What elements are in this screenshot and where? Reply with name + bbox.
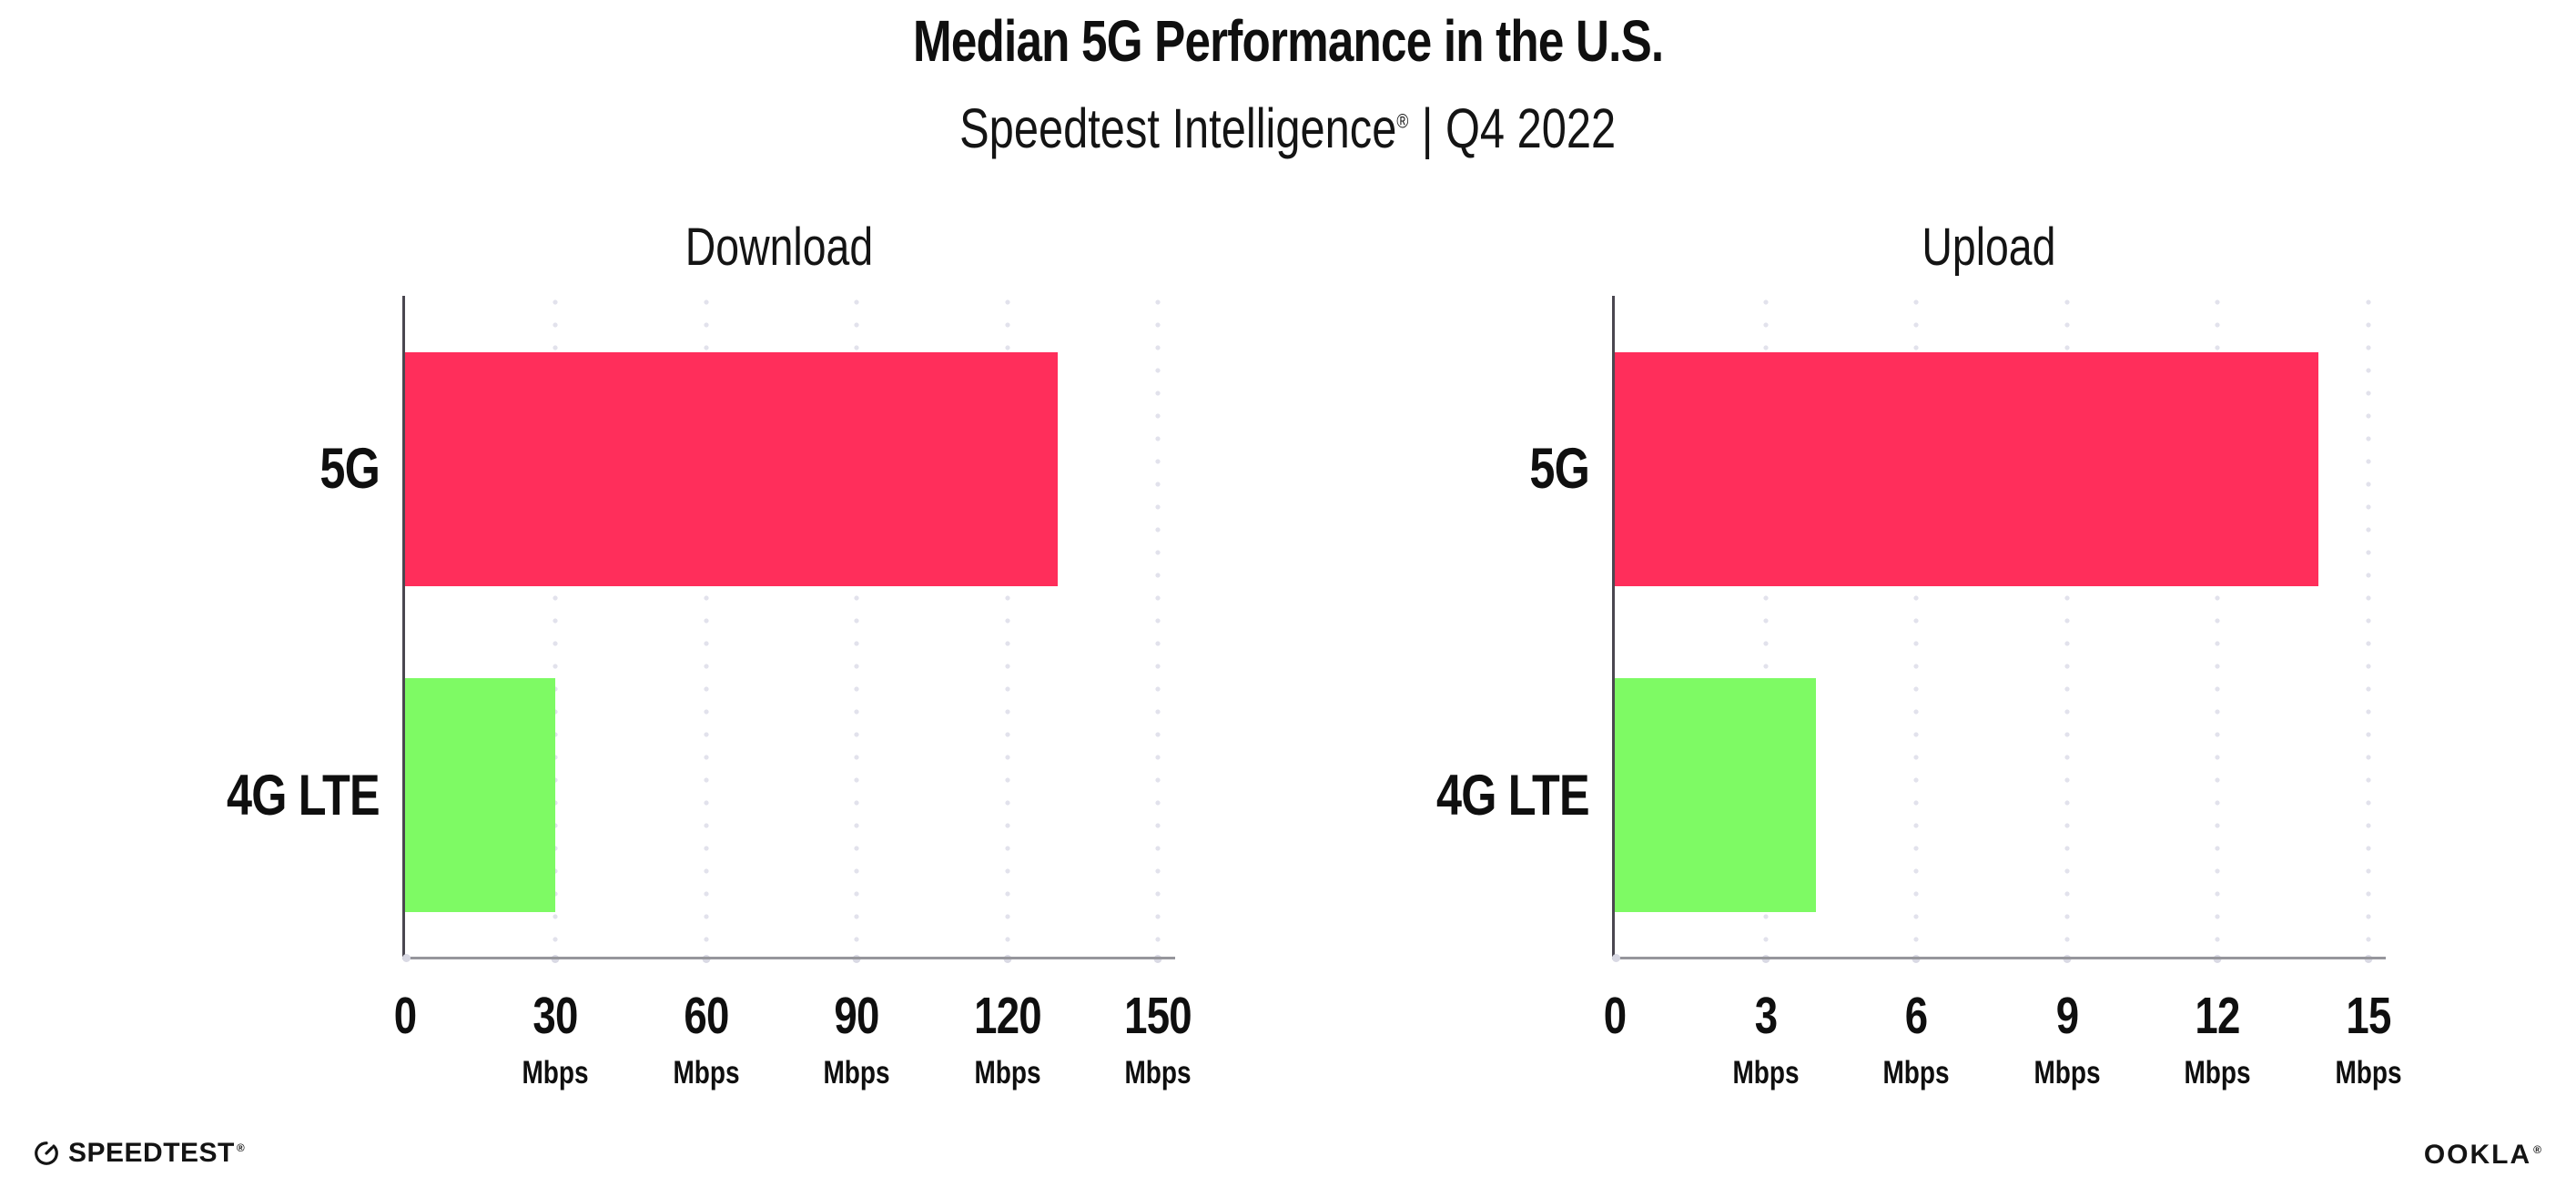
x-tick-label: 12 Mbps <box>2184 987 2251 1090</box>
gridline <box>2366 299 2371 958</box>
category-label-text: 4G LTE <box>1436 764 1590 827</box>
x-tick-unit: Mbps <box>823 1055 890 1090</box>
x-tick-unit: Mbps <box>673 1055 740 1090</box>
category-label-text: 5G <box>319 437 380 501</box>
gridline <box>553 299 559 958</box>
category-label-5g: 5G <box>91 429 380 509</box>
x-tick-label: 60 Mbps <box>673 987 740 1090</box>
ookla-wordmark: OOKLA <box>2423 1140 2532 1170</box>
x-tick-unit: Mbps <box>2033 1055 2101 1090</box>
ookla-registered-mark: ® <box>2533 1143 2543 1156</box>
category-label-text: 5G <box>1529 437 1589 501</box>
x-tick-value: 6 <box>1904 987 1928 1045</box>
x-tick-unit: Mbps <box>2335 1055 2402 1090</box>
x-tick-label: 3 Mbps <box>1732 987 1800 1090</box>
x-tick-unit: Mbps <box>522 1055 589 1090</box>
x-tick-unit: Mbps <box>1732 1055 1800 1090</box>
category-label-text: 4G LTE <box>227 764 380 827</box>
bar-4g-lte <box>405 678 556 912</box>
x-tick-value: 120 <box>973 987 1041 1045</box>
bar-5g <box>405 352 1058 586</box>
gridline <box>854 299 860 958</box>
category-label-4g-lte: 4G LTE <box>91 756 380 836</box>
category-label-5g: 5G <box>1301 429 1589 509</box>
x-tick-label: 6 Mbps <box>1882 987 1950 1090</box>
speedtest-registered-mark: ® <box>236 1141 246 1154</box>
x-tick-unit: Mbps <box>1124 1055 1192 1090</box>
upload-plot-area: 0 3 Mbps 6 Mbps 9 Mbps 12 Mbps 15 Mbps <box>1604 296 2402 1089</box>
x-tick-label: 15 Mbps <box>2335 987 2402 1090</box>
x-tick-label: 90 Mbps <box>823 987 890 1090</box>
page-title-text: Median 5G Performance in the U.S. <box>912 8 1664 74</box>
upload-category-labels: 5G 4G LTE <box>1301 296 1590 958</box>
download-category-labels: 5G 4G LTE <box>91 296 380 958</box>
x-tick-label: 9 Mbps <box>2033 987 2101 1090</box>
bar-4g-lte <box>1615 678 1816 912</box>
x-tick-value: 90 <box>834 987 880 1045</box>
gridline <box>2215 299 2221 958</box>
gridline <box>2064 299 2070 958</box>
x-tick-unit: Mbps <box>1882 1055 1950 1090</box>
page-title: Median 5G Performance in the U.S. <box>0 7 2576 75</box>
gridline <box>703 299 709 958</box>
x-tick-value: 3 <box>1754 987 1777 1045</box>
x-tick-value: 15 <box>2346 987 2391 1045</box>
category-label-4g-lte: 4G LTE <box>1301 756 1590 836</box>
x-tick-label: 120 Mbps <box>973 987 1041 1090</box>
x-tick-unit: Mbps <box>974 1055 1041 1090</box>
speedtest-wordmark: SPEEDTEST ® <box>68 1138 246 1168</box>
download-plot-area: 0 30 Mbps 60 Mbps 90 Mbps 120 Mbps 150 Mbps <box>394 296 1192 1089</box>
subtitle-brand: Speedtest Intelligence <box>959 97 1397 159</box>
gridline <box>1155 299 1161 958</box>
x-tick-value: 12 <box>2195 987 2241 1045</box>
page-subtitle-text: Speedtest Intelligence® | Q4 2022 <box>959 96 1616 160</box>
download-chart-title: Download <box>685 218 873 277</box>
upload-x-axis <box>1612 954 2386 962</box>
x-tick-value: 0 <box>1603 987 1627 1045</box>
download-x-axis <box>402 954 1175 962</box>
x-tick-value: 60 <box>684 987 729 1045</box>
speedtest-gauge-icon <box>35 1141 58 1165</box>
ookla-logo: OOKLA ® <box>2424 1140 2543 1171</box>
page-subtitle: Speedtest Intelligence® | Q4 2022 <box>0 96 2576 160</box>
x-tick-value: 0 <box>393 987 417 1045</box>
bar-5g <box>1615 352 2318 586</box>
gridline <box>1913 299 1920 958</box>
x-tick-label: 0 <box>394 990 417 1042</box>
x-tick-value: 150 <box>1124 987 1192 1045</box>
gridline <box>1762 299 1769 958</box>
x-tick-unit: Mbps <box>2184 1055 2251 1090</box>
speedtest-logo: SPEEDTEST ® <box>33 1138 245 1169</box>
x-tick-label: 0 <box>1604 990 1627 1042</box>
x-tick-value: 9 <box>2055 987 2079 1045</box>
gridline <box>1004 299 1010 958</box>
upload-chart-title: Upload <box>1922 218 2056 277</box>
subtitle-period: | Q4 2022 <box>1422 97 1617 159</box>
x-tick-label: 30 Mbps <box>522 987 589 1090</box>
registered-mark: ® <box>1396 109 1409 133</box>
x-tick-label: 150 Mbps <box>1124 987 1192 1090</box>
x-tick-value: 30 <box>532 987 579 1045</box>
